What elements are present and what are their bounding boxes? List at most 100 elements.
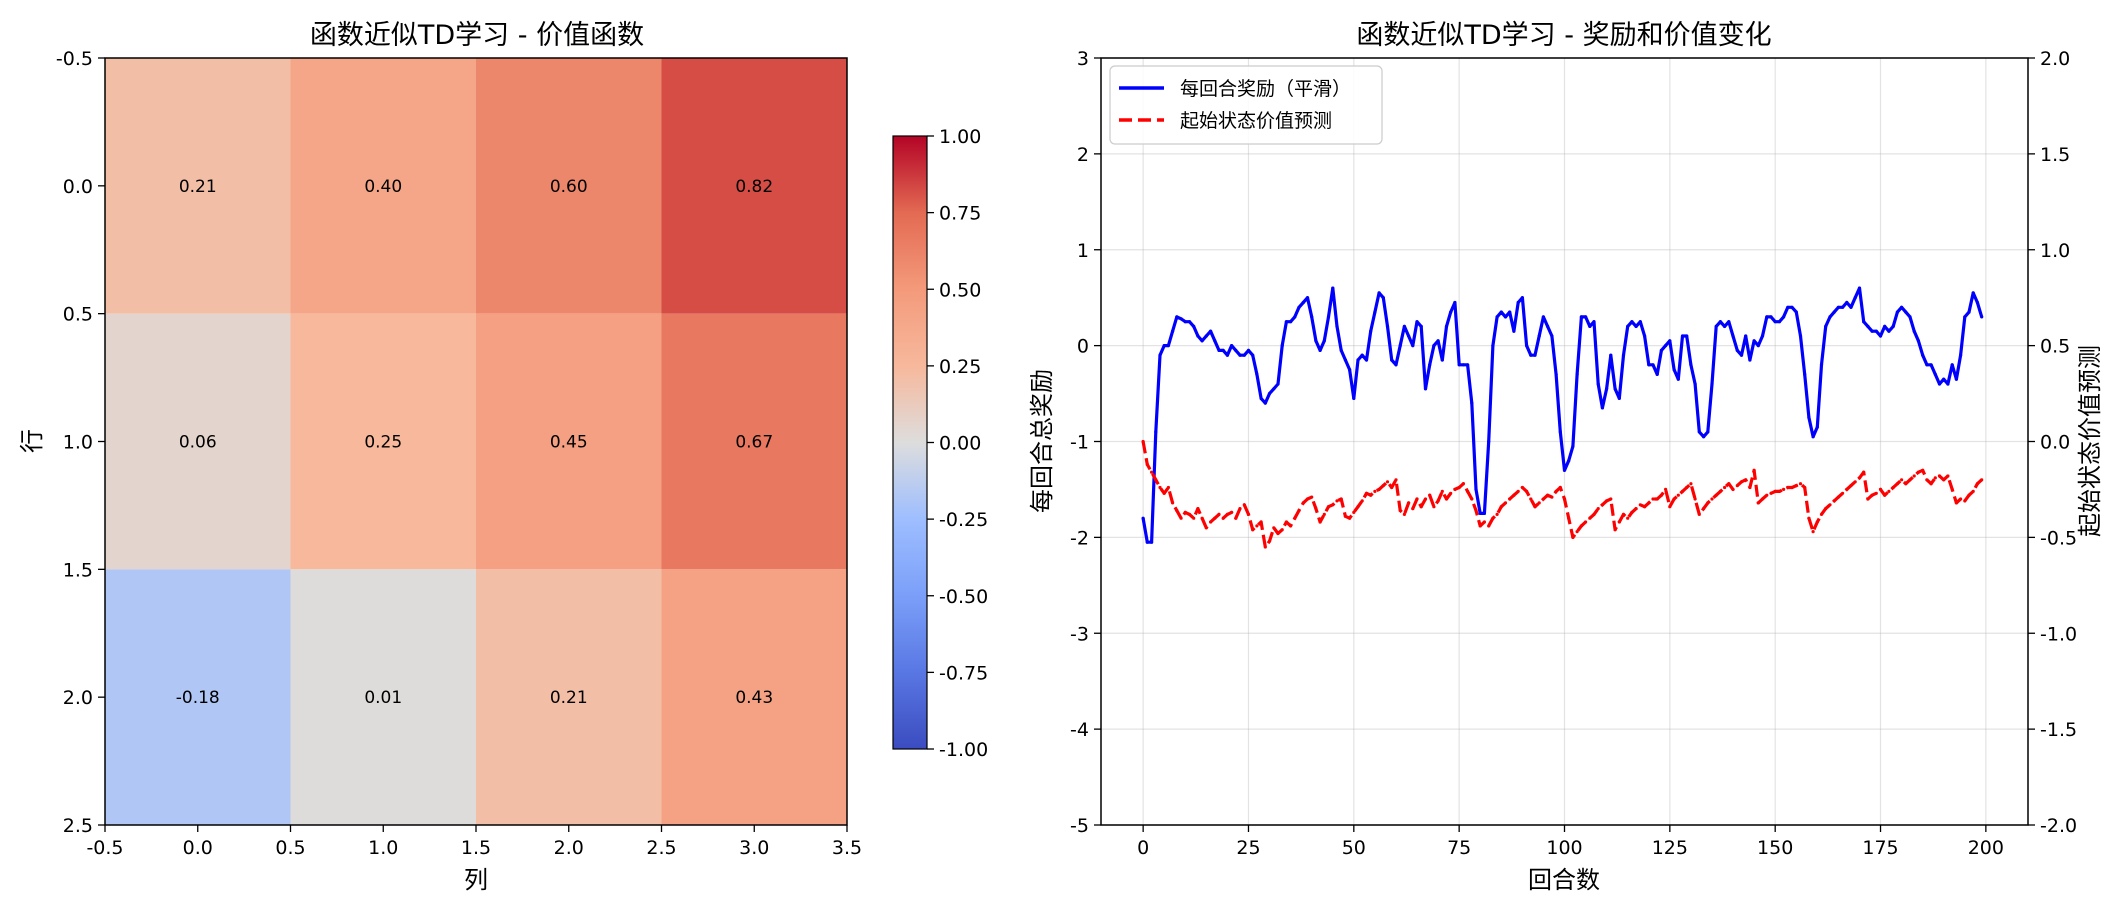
value-point <box>1824 507 1828 511</box>
value-point <box>1579 524 1583 528</box>
value-point <box>1457 485 1461 490</box>
reward-point <box>1584 315 1588 319</box>
reward-point <box>1895 310 1899 314</box>
y-right-tick-label: -0.5 <box>2040 527 2077 549</box>
reward-point <box>1912 329 1916 333</box>
heatmap-cell-label: 0.21 <box>179 177 217 197</box>
value-point <box>1150 470 1154 474</box>
reward-point <box>1702 435 1706 439</box>
reward-point <box>1798 334 1803 338</box>
reward-point <box>1710 382 1714 386</box>
colorbar-tick-label: 0.25 <box>939 356 981 378</box>
value-point <box>1752 468 1756 472</box>
value-point <box>1364 491 1369 495</box>
heatmap-x-label: 列 <box>464 866 488 894</box>
reward-point <box>1297 305 1301 309</box>
x-tick-label: 125 <box>1652 837 1688 859</box>
reward-point <box>1466 363 1470 367</box>
x-tick-label: 75 <box>1447 837 1471 859</box>
reward-point <box>1339 348 1343 352</box>
value-point <box>1297 508 1301 513</box>
value-point <box>1588 516 1592 520</box>
x-tick-label: 3.0 <box>739 837 769 859</box>
reward-point <box>1398 344 1402 348</box>
value-point <box>1558 485 1562 490</box>
value-point <box>1503 501 1508 505</box>
reward-point <box>1512 329 1516 333</box>
y-right-tick-label: -2.0 <box>2040 815 2077 837</box>
reward-point <box>1592 320 1596 324</box>
value-point <box>1436 499 1440 503</box>
value-point <box>1908 478 1912 482</box>
reward-point <box>1369 329 1373 333</box>
value-point <box>1647 501 1651 505</box>
value-point <box>1394 478 1398 482</box>
reward-point <box>1925 363 1929 367</box>
value-point <box>1356 505 1360 509</box>
reward-point <box>1360 353 1364 357</box>
reward-point <box>1326 315 1331 319</box>
value-point <box>1668 505 1672 509</box>
reward-point <box>1874 329 1878 333</box>
y-tick-label: 2.5 <box>63 815 93 837</box>
reward-point <box>1150 540 1154 544</box>
line-chart-title: 函数近似TD学习 - 奖励和价值变化 <box>1356 20 1771 51</box>
value-point <box>1171 501 1175 505</box>
value-point <box>1423 497 1428 501</box>
reward-point <box>1204 334 1208 338</box>
y-right-tick-label: -1.5 <box>2040 719 2077 741</box>
value-point <box>1693 497 1697 501</box>
heatmap-cell <box>290 58 476 314</box>
value-point <box>1461 482 1465 486</box>
value-point <box>1200 516 1204 520</box>
value-point <box>1963 499 1967 503</box>
reward-point <box>1377 291 1381 295</box>
heatmap-cell <box>476 313 662 570</box>
value-point <box>1706 501 1710 505</box>
reward-point <box>1575 372 1579 376</box>
reward-point <box>1887 329 1891 333</box>
value-point <box>1866 497 1870 501</box>
reward-point <box>1777 320 1781 324</box>
reward-point <box>1697 430 1701 434</box>
value-point <box>1183 510 1187 514</box>
reward-point <box>1166 344 1170 348</box>
reward-point <box>1954 377 1958 381</box>
value-point <box>1777 489 1781 493</box>
value-point <box>1680 489 1685 493</box>
reward-point <box>1832 310 1836 314</box>
x-tick-label: 2.5 <box>646 837 676 859</box>
value-point <box>1546 493 1550 497</box>
reward-point <box>1626 324 1630 328</box>
value-point <box>1537 501 1541 505</box>
reward-point <box>1621 353 1626 357</box>
value-point <box>1516 489 1520 493</box>
value-point <box>1600 503 1604 507</box>
value-point <box>1773 489 1777 493</box>
value-point <box>1238 507 1242 511</box>
value-point <box>1575 530 1579 534</box>
reward-point <box>1706 430 1710 434</box>
heatmap-cell-label: -0.18 <box>176 688 220 708</box>
value-point <box>1255 524 1259 528</box>
reward-point <box>1284 320 1288 324</box>
reward-point <box>1411 344 1415 348</box>
reward-point <box>1263 401 1267 405</box>
reward-point <box>1301 300 1305 305</box>
value-point <box>1453 487 1457 491</box>
heatmap-cell <box>290 313 476 570</box>
value-point <box>1626 516 1630 520</box>
value-point <box>1946 474 1950 478</box>
value-point <box>1895 482 1899 486</box>
value-point <box>1916 470 1920 474</box>
y-right-tick-label: 0.0 <box>2040 432 2070 454</box>
reward-point <box>1773 320 1777 324</box>
reward-point <box>1841 305 1845 309</box>
value-point <box>1794 484 1798 488</box>
reward-point <box>1280 344 1284 348</box>
value-point <box>1609 497 1613 501</box>
value-point <box>1204 526 1208 530</box>
line-chart-grid <box>1101 57 2028 826</box>
reward-point <box>1714 324 1718 328</box>
line-chart-y-ticks-left: 3 2 1 0 -1 -2 -3 -4 -5 <box>1070 48 1101 837</box>
